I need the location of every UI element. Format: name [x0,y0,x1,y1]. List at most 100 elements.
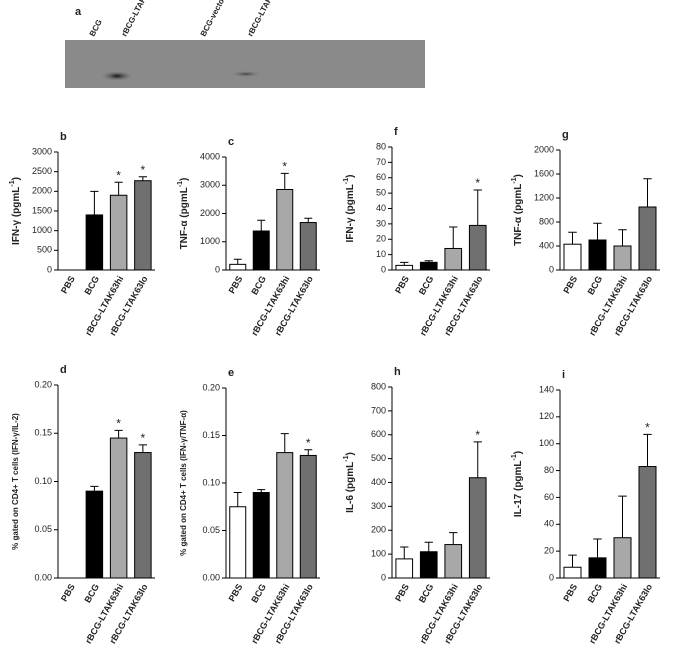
error-bar [280,172,289,190]
bar [252,492,270,579]
y-tick-label: 2000 [200,208,220,218]
y-tick-label: 80 [544,465,554,475]
x-tick-label: BCG [249,582,268,604]
error-bar [449,532,458,545]
y-axis-label-part: ) [179,178,190,181]
error-bar [233,492,242,507]
error-bar [618,229,627,246]
bar [563,566,582,579]
bar [613,537,632,579]
panel-label: d [60,364,67,376]
x-tick-label: PBS [59,582,77,603]
panel-label: h [394,366,401,378]
y-axis-label-part: ) [513,451,524,454]
y-tick-label: 0.00 [34,572,52,582]
significance: * [475,428,480,442]
lane-label: rBCG-LTAK63lo [246,0,282,38]
y-tick-label: 0.15 [202,430,220,440]
y-axis-label: % gated on CD4+ T cells (IFN-γ/IL-2) [11,413,20,550]
y-axis-label-part: % gated on CD4+ T cells (IFN-γ/TNF-α) [179,410,188,556]
bar [588,239,607,271]
bar [395,558,414,579]
y-tick-label: 700 [371,405,386,415]
y-tick-label: 2000 [32,186,52,196]
y-axis-label-part: ) [11,177,22,180]
bar [252,230,270,271]
panel-label: f [394,126,398,138]
y-tick-label: 1500 [32,205,52,215]
error-bar [138,176,147,181]
bar [85,490,104,579]
error-bar [233,258,242,265]
y-tick-label: 100 [539,438,554,448]
y-tick-label: 0 [215,264,220,274]
error-bar [473,189,482,226]
y-tick-label: 20 [544,546,554,556]
y-tick-label: 2500 [32,166,52,176]
y-tick-label: 0.05 [202,525,220,535]
y-tick-label: 140 [539,384,554,394]
y-axis-label-part: -1 [9,180,16,186]
y-tick-label: 2000 [534,144,554,154]
blot-band [231,71,261,77]
x-tick-label: BCG [586,274,605,296]
y-axis-label-part: IFN-γ (pgmL [11,187,22,245]
y-tick-label: 60 [544,492,554,502]
y-axis-label-part: IL-6 (pgmL [345,462,356,513]
x-tick-label: BCG [586,582,605,604]
bar [444,247,463,271]
error-bar [280,433,289,453]
bar [229,506,247,579]
y-axis-label-part: ) [513,174,524,177]
significance: * [141,431,146,445]
bar [468,224,487,271]
x-tick-label: PBS [227,274,245,295]
y-tick-label: 1000 [32,225,52,235]
y-axis-label: IL-17 (pgmL-1) [511,451,523,517]
y-tick-label: 80 [376,141,386,151]
y-tick-label: 4000 [200,151,220,161]
significance: * [645,420,650,434]
bar [134,452,152,579]
bar [419,261,438,271]
error-bar [449,226,458,249]
y-tick-label: 0 [549,572,554,582]
error-bar [138,444,147,453]
y-tick-label: 500 [37,245,52,255]
panel-label: e [228,367,234,379]
y-tick-label: 50 [376,188,386,198]
error-bar [304,217,313,223]
error-bar [568,231,577,245]
y-axis-label-part: TNF-α (pgmL [513,184,524,246]
significance: * [141,163,146,177]
panel-label: g [562,129,569,141]
error-bar [593,222,602,240]
y-axis-label-part: -1 [511,454,518,460]
y-tick-label: 3000 [32,146,52,156]
y-tick-label: 0 [381,264,386,274]
x-tick-label: PBS [393,274,411,295]
error-bar [424,260,433,263]
y-tick-label: 10 [376,249,386,259]
y-tick-label: 3000 [200,180,220,190]
y-tick-label: 300 [371,501,386,511]
error-bar [257,219,266,232]
y-tick-label: 500 [371,453,386,463]
y-tick-label: 20 [376,234,386,244]
y-tick-label: 0.20 [202,382,220,392]
bar [613,245,632,271]
y-tick-label: 0 [549,264,554,274]
y-tick-label: 200 [371,525,386,535]
y-tick-label: 70 [376,157,386,167]
y-tick-label: 30 [376,218,386,228]
error-bar [90,485,99,492]
lane-label: rBCG-LTAK63hi [120,0,156,38]
y-tick-label: 800 [371,381,386,391]
lane-label: BCG-vector [199,0,228,38]
bar [588,557,607,579]
y-axis-label: TNF-α (pgmL-1) [511,174,523,246]
x-tick-label: PBS [59,274,77,295]
y-tick-label: 120 [539,411,554,421]
panel-label: i [562,369,565,381]
